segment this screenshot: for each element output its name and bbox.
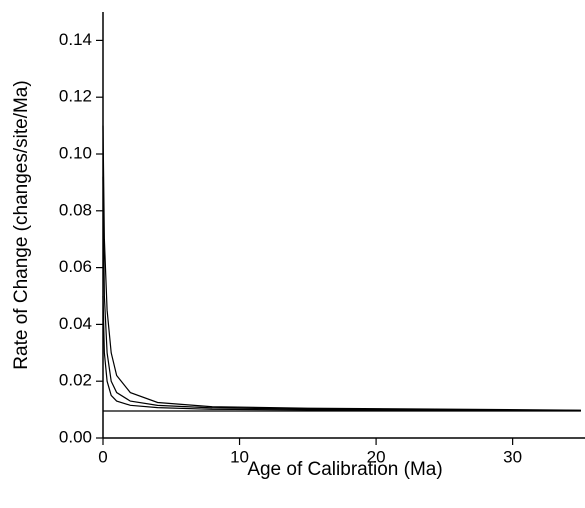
x-tick-label: 30 [503,447,522,466]
series-line [102,176,581,412]
y-tick-label: 0.08 [59,200,92,219]
x-tick-label: 10 [230,447,249,466]
y-tick-label: 0.10 [59,143,92,162]
y-tick-label: 0.04 [59,314,92,333]
y-tick-label: 0.00 [59,427,92,446]
series-line [102,295,581,412]
x-tick-label: 0 [98,447,107,466]
y-tick-label: 0.02 [59,371,92,390]
y-tick-label: 0.06 [59,257,92,276]
y-tick-label: 0.12 [59,87,92,106]
y-tick-label: 0.14 [59,30,92,49]
x-axis-label: Age of Calibration (Ma) [247,459,442,480]
y-axis-label: Rate of Change (changes/site/Ma) [11,80,32,369]
x-tick-label: 20 [367,447,386,466]
series-line [102,125,581,411]
